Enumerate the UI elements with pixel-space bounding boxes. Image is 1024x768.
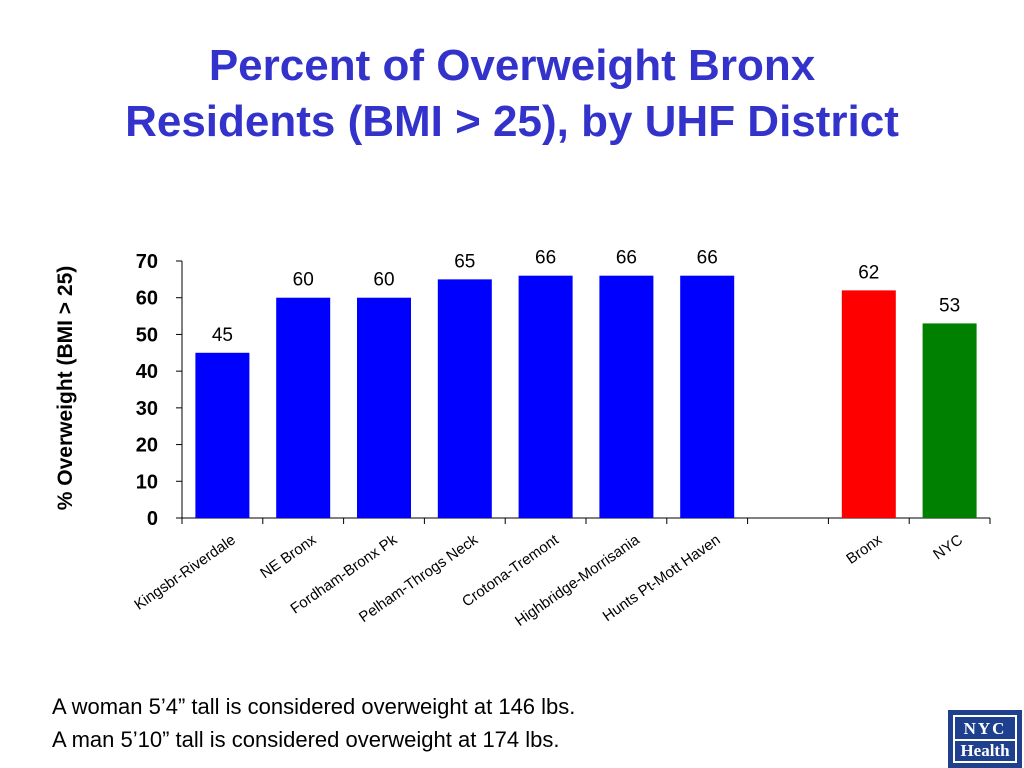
bar-value-label: 62 bbox=[858, 262, 879, 283]
logo-line-2: Health bbox=[960, 741, 1010, 760]
footnotes: A woman 5’4” tall is considered overweig… bbox=[52, 690, 575, 756]
bar-value-label: 66 bbox=[616, 248, 637, 269]
bar-crotona-tremont bbox=[518, 275, 573, 518]
title-line-1: Percent of Overweight Bronx bbox=[208, 41, 816, 90]
y-tick-label: 20 bbox=[136, 435, 158, 457]
bar-value-label: 65 bbox=[454, 251, 475, 272]
y-tick-label: 30 bbox=[136, 398, 158, 420]
y-axis-title: % Overweight (BMI > 25) bbox=[54, 266, 77, 510]
bar-value-label: 66 bbox=[535, 248, 556, 269]
y-tick-label: 10 bbox=[136, 471, 158, 493]
x-category-label: Kingsbr-Riverdale bbox=[131, 531, 238, 613]
x-category-label: NYC bbox=[930, 531, 966, 563]
y-tick-label: 70 bbox=[136, 251, 158, 273]
y-tick-label: 0 bbox=[147, 508, 158, 530]
bar-value-label: 60 bbox=[373, 270, 394, 291]
bar-nyc bbox=[922, 323, 977, 518]
bar-value-label: 60 bbox=[293, 270, 314, 291]
page-title: Percent of Overweight Bronx Residents (B… bbox=[0, 38, 1024, 150]
y-tick-label: 40 bbox=[136, 361, 158, 383]
title-line-2: Residents (BMI > 25), by UHF District bbox=[125, 97, 899, 146]
bar-ne-bronx bbox=[276, 297, 331, 518]
bar-fordham-bronx-pk bbox=[357, 297, 411, 518]
bar-highbridge-morrisania bbox=[599, 275, 654, 518]
bar-value-label: 66 bbox=[697, 248, 718, 269]
footnote-woman: A woman 5’4” tall is considered overweig… bbox=[52, 694, 576, 719]
y-tick-label: 50 bbox=[136, 324, 158, 346]
footnote-man: A man 5’10” tall is considered overweigh… bbox=[52, 727, 560, 752]
logo-line-1: NYC bbox=[963, 719, 1007, 738]
x-category-label: NE Bronx bbox=[257, 531, 320, 582]
bar-hunts-pt-mott-haven bbox=[680, 275, 735, 518]
nyc-health-logo: NYC Health bbox=[948, 710, 1022, 768]
bar-chart: % Overweight (BMI > 25) 010203040506070 … bbox=[54, 248, 991, 630]
bar-bronx bbox=[841, 290, 896, 518]
x-category-label: Bronx bbox=[843, 531, 885, 568]
bar-kingsbr-riverdale bbox=[195, 352, 250, 518]
y-tick-label: 60 bbox=[136, 288, 158, 310]
bar-pelham-throgs-neck bbox=[437, 279, 492, 518]
bar-value-label: 45 bbox=[212, 325, 233, 346]
bar-value-label: 53 bbox=[939, 295, 960, 316]
